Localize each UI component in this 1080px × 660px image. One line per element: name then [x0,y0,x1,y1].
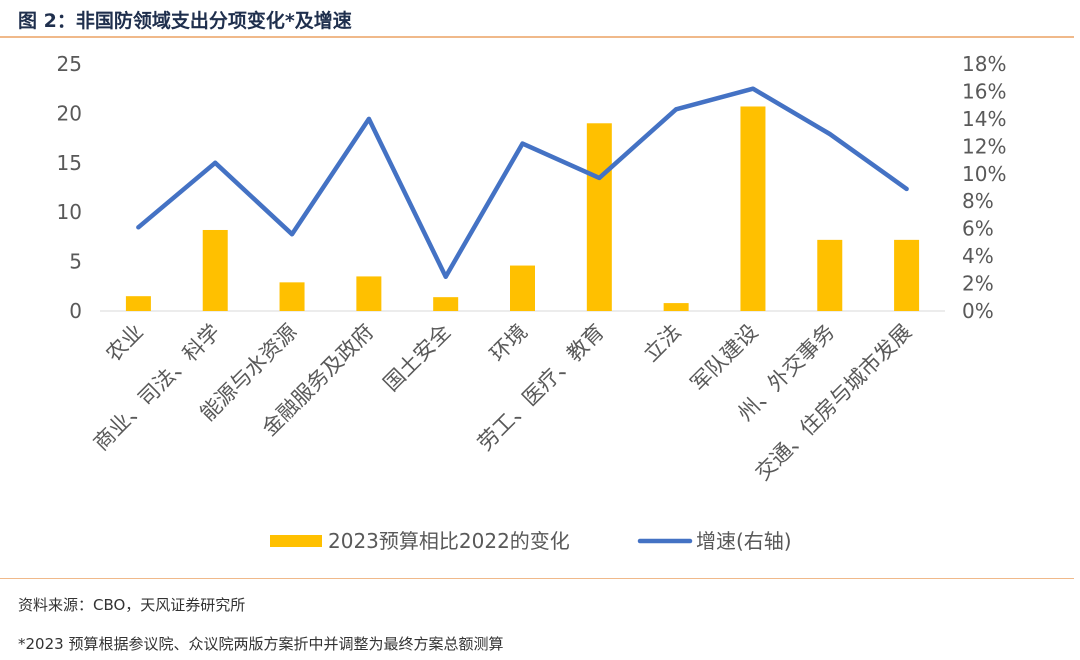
y-right-tick-label: 4% [962,244,994,268]
bar [663,303,689,311]
category-label: 立法 [639,320,686,367]
category-label: 交通、住房与城市发展 [751,320,916,485]
y-left-tick-label: 0 [69,299,82,323]
y-right-tick-label: 0% [962,299,994,323]
y-right-tick-label: 2% [962,272,994,296]
legend-swatch-bar [270,535,322,547]
y-left-tick-label: 20 [57,101,82,125]
bar [433,297,459,311]
bar [510,265,535,311]
y-left-tick-label: 15 [57,151,82,175]
growth-point [366,116,371,121]
source-note: 资料来源：CBO，天风证券研究所 [18,596,246,614]
growth-point [443,274,448,279]
category-label: 军队建设 [686,320,762,396]
y-left-tick-label: 25 [57,52,82,76]
growth-point [674,107,679,112]
growth-point [213,160,218,165]
growth-point [827,131,832,136]
footnote: *2023 预算根据参议院、众议院两版方案折中并调整为最终方案总额测算 [18,635,504,653]
y-right-tick-label: 8% [962,189,994,213]
y-right-tick-label: 18% [962,52,1006,76]
bar [894,239,920,311]
growth-line [136,86,909,279]
growth-point [290,232,295,237]
chart: 05101520250%2%4%6%8%10%12%14%16%18%农业商业、… [57,52,1007,553]
y-right-tick-label: 14% [962,107,1006,131]
bar [817,239,843,311]
chart-title: 图 2：非国防领域支出分项变化*及增速 [18,10,352,32]
category-label: 农业 [101,320,148,367]
y-left-tick-label: 10 [57,200,82,224]
category-label: 国土安全 [379,320,455,396]
category-label: 环境 [485,320,532,367]
y-left-tick-label: 5 [69,250,82,274]
bar [356,276,382,311]
footer-divider [0,578,1074,579]
bar [202,229,228,311]
growth-point [904,186,909,191]
bar [586,123,612,311]
y-right-tick-label: 16% [962,79,1006,103]
bar [740,106,766,311]
legend-label-line: 增速(右轴) [696,529,792,553]
legend-label-bar: 2023预算相比2022的变化 [328,529,570,553]
y-right-tick-label: 12% [962,134,1006,158]
growth-point [597,175,602,180]
title-divider [0,36,1074,38]
bar [125,296,151,311]
y-right-tick-label: 6% [962,217,994,241]
growth-point [750,86,755,91]
growth-point [136,225,141,230]
bar [279,282,305,311]
growth-point [520,141,525,146]
y-right-tick-label: 10% [962,162,1006,186]
